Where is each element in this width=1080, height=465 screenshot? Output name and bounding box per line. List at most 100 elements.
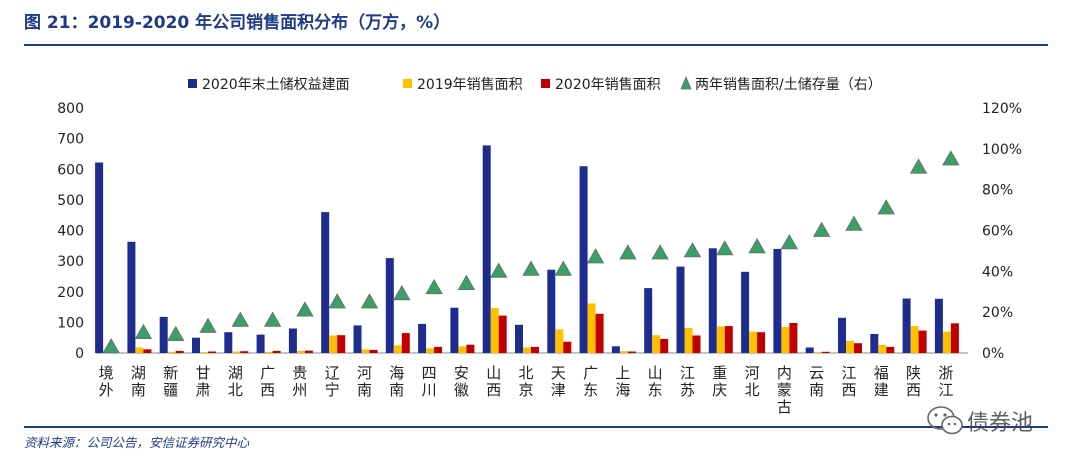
category-label: 甘: [196, 364, 211, 382]
sales-2020-bar: [660, 338, 669, 353]
wechat-icon: [927, 406, 963, 435]
sales-2020-bar: [304, 350, 313, 353]
land-bank-bar: [805, 347, 814, 353]
sales-2019-bar: [393, 345, 402, 353]
category-label: 山: [648, 364, 663, 382]
category-label: 海: [389, 364, 404, 382]
sales-2020-bar: [498, 315, 507, 353]
category-label: 浙: [938, 364, 953, 382]
category-label: 西: [841, 381, 856, 399]
land-bank-bar: [418, 323, 427, 353]
category-label: 境: [99, 364, 114, 382]
ratio-marker: [490, 262, 508, 278]
right-axis-tick-label: 120%: [982, 101, 1022, 117]
land-bank-bar: [934, 298, 943, 353]
right-axis-tick-label: 0%: [982, 346, 1004, 362]
category-label: 北: [228, 381, 243, 399]
category-label: 疆: [163, 381, 178, 399]
land-bank-bar: [353, 325, 362, 353]
ratio-marker: [522, 260, 540, 276]
ratio-marker: [134, 323, 153, 340]
category-label: 北: [518, 364, 533, 382]
legend-label: 两年销售面积/土储存量（右）: [695, 77, 882, 93]
watermark-text: 债券池: [967, 411, 1034, 436]
ratio-marker: [586, 248, 605, 264]
category-label: 庆: [712, 381, 727, 399]
category-label: 南: [389, 381, 404, 399]
left-axis-tick-label: 800: [57, 101, 84, 117]
watermark: 债券池: [925, 402, 1050, 438]
sales-2019-bar: [490, 308, 499, 353]
category-label: 贵: [292, 364, 307, 382]
sales-2019-bar: [749, 331, 758, 353]
figure-title: 图 21：2019-2020 年公司销售面积分布（万方，%）: [24, 13, 451, 33]
category-label: 山: [486, 364, 501, 382]
category-label: 东: [583, 381, 598, 399]
category-label: 海: [615, 381, 630, 399]
category-label: 江: [841, 364, 856, 382]
sales-2019-bar: [910, 326, 919, 353]
sales-2019-bar: [458, 346, 467, 353]
category-label: 东: [648, 381, 663, 399]
category-label: 西: [906, 381, 921, 399]
ratio-marker: [425, 278, 443, 295]
ratio-marker: [748, 237, 766, 254]
sales-2019-bar: [167, 351, 176, 353]
ratio-marker: [780, 233, 799, 250]
category-label: 西: [486, 381, 501, 399]
sales-2019-bar: [296, 350, 305, 353]
right-axis-tick-label: 80%: [982, 183, 1013, 199]
land-bank-bar: [385, 258, 394, 353]
land-bank-bar: [676, 266, 685, 353]
ratio-marker: [909, 158, 928, 174]
ratio-marker: [683, 242, 702, 258]
ratio-marker: [812, 221, 831, 237]
category-label: 天: [551, 364, 566, 382]
sales-2020-bar: [692, 335, 701, 353]
sales-2019-bar: [426, 348, 435, 353]
sales-2019-bar: [716, 326, 725, 353]
sales-2019-bar: [619, 351, 628, 353]
sales-2019-bar: [523, 347, 531, 353]
category-label: 州: [292, 381, 307, 399]
right-axis-tick-label: 40%: [982, 264, 1013, 280]
land-bank-bar: [159, 316, 168, 353]
sales-2019-bar: [781, 327, 790, 353]
category-label: 南: [357, 381, 372, 399]
category-label: 四: [422, 364, 437, 382]
sales-2019-bar: [587, 303, 596, 353]
sales-2020-bar: [757, 332, 766, 353]
sales-2020-bar: [950, 323, 959, 353]
land-bank-bar: [256, 334, 265, 353]
ratio-marker: [845, 215, 863, 231]
legend-label: 2019年销售面积: [417, 77, 523, 93]
right-axis-tick-label: 100%: [982, 142, 1022, 158]
footer-rule: [24, 426, 1048, 428]
category-label: 宁: [325, 381, 340, 399]
sales-2020-bar: [466, 344, 475, 353]
land-bank-bar: [515, 324, 523, 353]
sales-2020-bar: [918, 330, 927, 353]
land-bank-bar: [579, 166, 588, 353]
category-label: 蒙: [777, 381, 792, 399]
sales-2020-bar: [240, 351, 249, 353]
ratio-marker: [296, 301, 314, 317]
sales-2019-bar: [555, 329, 564, 353]
land-bank-bar: [192, 337, 200, 353]
sales-2020-bar: [369, 349, 378, 353]
land-bank-bar: [644, 288, 653, 353]
left-axis-tick-label: 100: [57, 315, 84, 331]
ratio-marker: [942, 150, 960, 166]
sales-2019-bar: [942, 331, 951, 353]
left-axis-tick-label: 0: [75, 346, 84, 362]
land-bank-bar: [95, 162, 104, 353]
category-label: 西: [260, 381, 275, 399]
sales-2019-bar: [878, 345, 887, 353]
sales-2020-bar: [789, 323, 798, 353]
ratio-marker: [199, 317, 217, 333]
land-bank-bar: [482, 145, 491, 353]
sales-2020-bar: [821, 351, 830, 353]
category-label: 安: [454, 364, 469, 382]
ratio-marker: [328, 293, 346, 309]
